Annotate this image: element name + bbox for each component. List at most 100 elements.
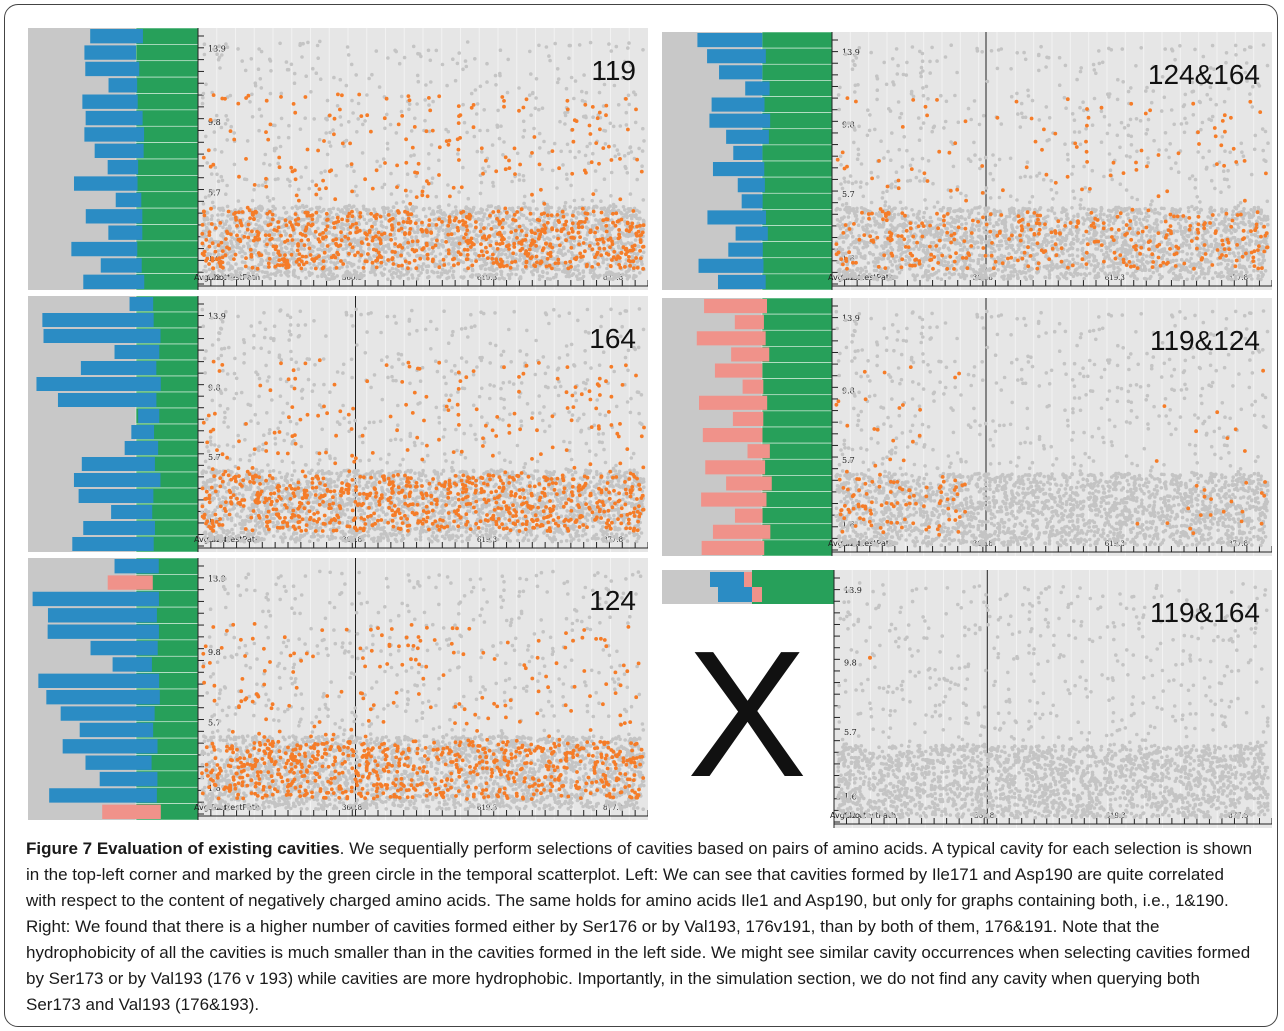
gray-dot [890, 182, 894, 186]
gray-dot [1023, 57, 1028, 62]
gray-dot [1046, 208, 1051, 213]
gray-dot [960, 222, 964, 227]
gray-dot [318, 214, 322, 219]
selected-dot [325, 224, 330, 229]
selected-dot [331, 253, 336, 258]
gray-dot [202, 42, 207, 46]
gray-dot [898, 115, 902, 120]
gray-dot [555, 80, 560, 85]
gray-dot [1004, 241, 1009, 246]
selected-dot [581, 241, 586, 245]
gray-dot [591, 206, 596, 211]
selected-dot [251, 217, 256, 221]
gray-dot [637, 216, 641, 221]
gray-dot [1224, 51, 1229, 55]
gray-dot [1032, 254, 1036, 258]
gray-dot [276, 177, 280, 181]
selected-dot [559, 229, 564, 234]
gray-dot [1146, 117, 1151, 122]
gray-dot [1262, 158, 1266, 162]
selected-dot [437, 94, 442, 99]
selected-dot [313, 257, 317, 261]
selected-dot [539, 187, 543, 192]
gray-dot [577, 43, 582, 47]
gray-dot [480, 218, 485, 223]
gray-dot [1214, 217, 1218, 222]
gray-dot [1127, 244, 1132, 248]
gray-dot [547, 216, 551, 221]
gray-dot [1180, 249, 1185, 254]
gray-dot [640, 149, 645, 153]
gray-dot [313, 235, 318, 240]
gray-dot [601, 258, 606, 262]
gray-dot [399, 94, 404, 99]
selected-dot [577, 242, 581, 247]
gray-dot [596, 275, 600, 280]
gray-dot [1079, 66, 1083, 70]
gray-dot [280, 225, 285, 229]
selected-dot [416, 161, 421, 166]
gray-dot [594, 188, 598, 193]
gray-dot [373, 222, 377, 227]
selected-dot [456, 261, 461, 266]
gray-dot [332, 75, 336, 80]
selected-dot [347, 251, 351, 256]
gray-dot [237, 229, 242, 234]
selected-dot [503, 167, 508, 172]
gray-dot [839, 182, 843, 186]
gray-dot [532, 126, 536, 131]
gray-dot [910, 157, 915, 162]
gray-dot [618, 124, 623, 128]
gray-dot [474, 252, 478, 256]
gray-dot [1041, 239, 1046, 244]
gray-dot [233, 269, 238, 273]
gray-dot [515, 151, 520, 156]
gray-dot [271, 197, 276, 201]
gray-dot [1059, 272, 1063, 276]
gray-dot [205, 161, 209, 165]
gray-dot [230, 277, 234, 281]
selected-dot [437, 217, 441, 222]
selected-dot [548, 250, 553, 255]
selected-dot [200, 223, 205, 227]
selected-dot [293, 110, 298, 115]
gray-dot [215, 265, 220, 269]
gray-dot [614, 272, 619, 277]
gray-dot [1151, 270, 1156, 275]
gray-dot [588, 270, 593, 275]
gray-dot [545, 276, 550, 281]
gray-dot [300, 55, 304, 59]
gray-dot [861, 216, 865, 220]
selected-dot [406, 94, 411, 98]
histogram-bar [84, 127, 145, 142]
gray-dot [255, 273, 259, 277]
gray-dot [411, 44, 416, 49]
selected-dot [369, 129, 373, 134]
gray-dot [350, 238, 354, 242]
gray-dot [1071, 274, 1076, 279]
gray-dot [286, 241, 291, 246]
gray-dot [359, 236, 364, 241]
selected-dot [598, 127, 602, 132]
gray-dot [406, 251, 410, 256]
gray-dot [338, 77, 343, 82]
gray-dot [487, 266, 491, 271]
selected-dot [223, 253, 228, 258]
selected-dot [213, 226, 218, 230]
selected-dot [532, 239, 537, 244]
gray-dot [1187, 176, 1192, 181]
selected-dot [273, 247, 278, 252]
selected-dot [425, 194, 430, 199]
gray-dot [346, 53, 351, 57]
selected-dot [583, 211, 588, 216]
selected-dot [225, 231, 230, 236]
gray-dot [359, 245, 363, 249]
selected-dot [515, 236, 519, 240]
gray-dot [479, 233, 484, 237]
gray-dot [1096, 224, 1101, 228]
selected-dot [404, 160, 409, 165]
gray-dot [248, 276, 252, 281]
gray-dot [1030, 98, 1035, 103]
gray-dot [204, 228, 209, 233]
gray-dot [256, 218, 260, 223]
